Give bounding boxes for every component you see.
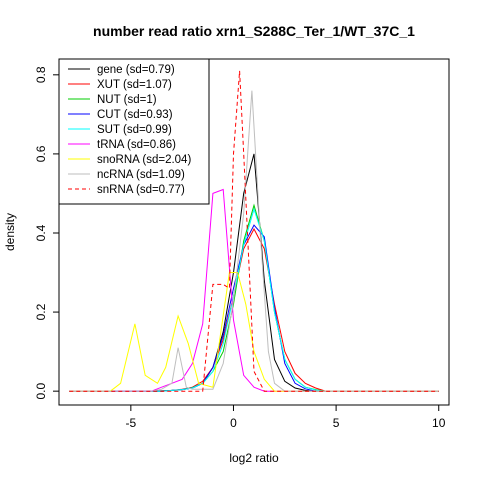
legend-label: snRNA (sd=0.77) [97, 184, 185, 196]
legend-label: ncRNA (sd=1.09) [97, 169, 185, 181]
legend-label: snoRNA (sd=2.04) [97, 154, 191, 166]
y-tick-label: 0.8 [34, 66, 48, 83]
legend-label: tRNA (sd=0.86) [97, 139, 176, 151]
chart-title: number read ratio xrn1_S288C_Ter_1/WT_37… [93, 23, 415, 39]
x-axis: -5 0 5 10 [126, 404, 446, 430]
legend-label: SUT (sd=0.99) [97, 124, 172, 136]
series-line-4 [69, 207, 439, 392]
series-line-7 [69, 90, 439, 392]
legend-label: XUT (sd=1.07) [97, 79, 172, 91]
legend-box [58, 58, 210, 205]
x-tick-label: 0 [230, 416, 237, 430]
y-tick-label: 0.6 [34, 145, 48, 162]
legend-label: gene (sd=0.79) [97, 64, 175, 76]
legend-label: NUT (sd=1) [97, 94, 157, 106]
y-tick-label: 0.2 [34, 303, 48, 320]
y-tick-label: 0.4 [34, 224, 48, 241]
x-axis-label: log2 ratio [229, 451, 279, 465]
y-axis-label: density [3, 213, 17, 251]
x-tick-label: 5 [333, 416, 340, 430]
x-tick-label: 10 [432, 416, 446, 430]
legend-label: CUT (sd=0.93) [97, 109, 173, 121]
y-tick-label: 0.0 [34, 382, 48, 399]
series-line-6 [69, 272, 439, 392]
plot-lines [69, 70, 439, 392]
x-tick-label: -5 [126, 416, 137, 430]
legend: gene (sd=0.79) XUT (sd=1.07) NUT (sd=1) CUT… [58, 58, 210, 205]
series-line-5 [69, 188, 439, 392]
series-line-8 [69, 70, 439, 392]
